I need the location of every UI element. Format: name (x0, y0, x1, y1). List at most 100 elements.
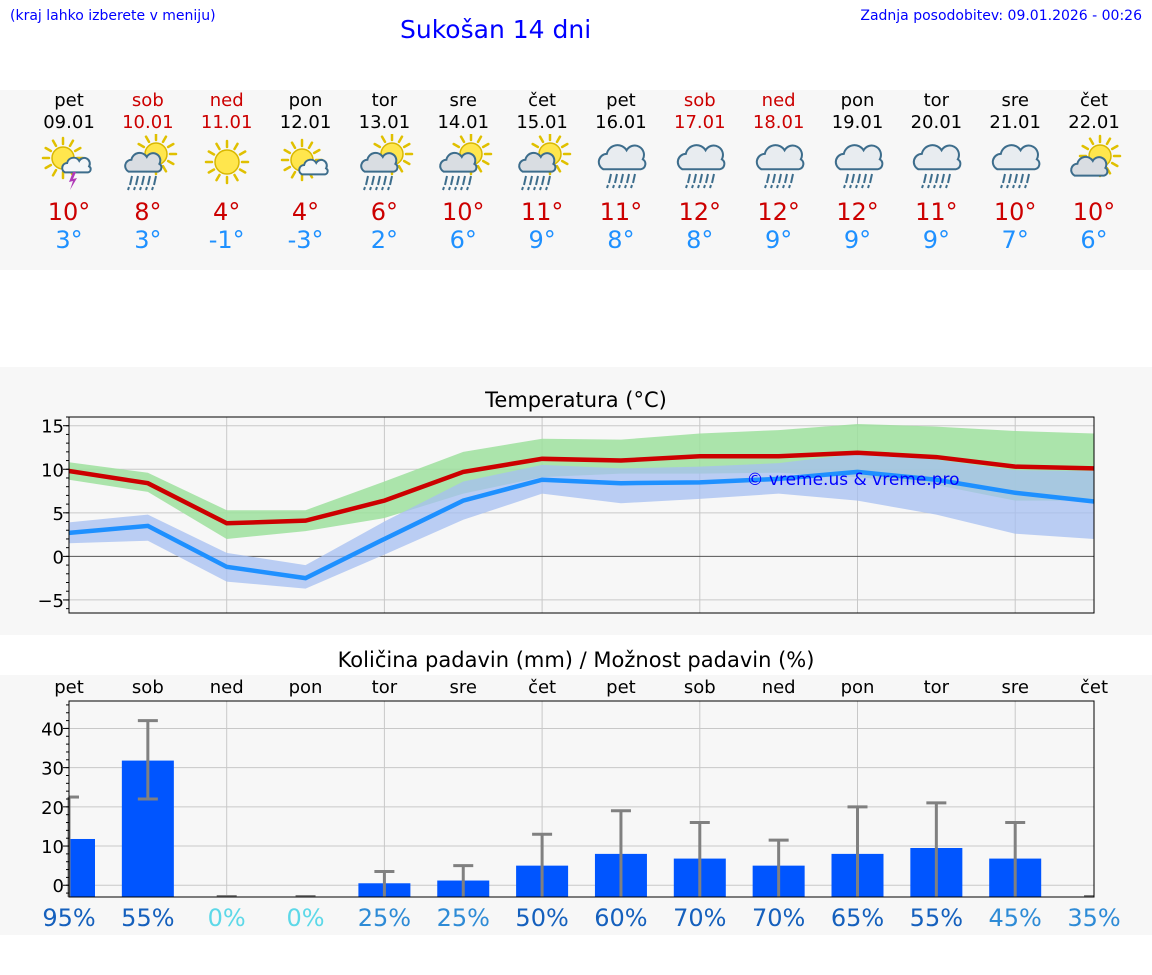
page-title: Sukošan 14 dni (400, 15, 592, 44)
x-tick-label: pon (841, 677, 875, 698)
precip-bar (69, 838, 95, 897)
cloud-rain-icon (913, 144, 962, 189)
sun-cloud-rain-icon (439, 134, 493, 191)
day-name: sob (131, 90, 164, 111)
cloud-rain-icon (834, 144, 883, 189)
min-temp: 3° (134, 226, 162, 254)
day-name: sob (683, 90, 716, 111)
precip-probability: 25% (436, 904, 490, 932)
min-temp: 8° (686, 226, 714, 254)
x-tick-label: sre (1001, 677, 1028, 698)
precip-probability: 65% (830, 904, 885, 932)
y-tick-label: 10 (41, 837, 64, 858)
y-tick-label: 40 (41, 719, 64, 740)
precip-probability: 70% (673, 904, 727, 932)
cloud-rain-icon (676, 144, 726, 189)
x-tick-label: čet (528, 677, 556, 698)
x-tick-label: sob (132, 677, 164, 698)
min-temp: 9° (843, 226, 872, 254)
day-name: pon (288, 90, 323, 111)
max-temp: 6° (370, 198, 399, 226)
max-temp: 8° (134, 198, 162, 226)
x-tick-label: pet (606, 677, 636, 698)
x-tick-label: ned (210, 677, 244, 698)
min-temp: 6° (449, 226, 477, 254)
forecast-band (0, 90, 1152, 270)
max-temp-line (68, 450, 1095, 526)
day-name: tor (371, 90, 398, 111)
precip-probability: 0% (286, 904, 325, 932)
precip-probability: 55% (909, 904, 964, 932)
day-name: čet (528, 90, 557, 111)
x-tick-label: sob (684, 677, 716, 698)
min-temp: 9° (765, 226, 793, 254)
day-name: pet (606, 90, 636, 111)
sun-cloud-rain-icon (360, 134, 414, 191)
sun-cloud-rain-icon (518, 134, 572, 191)
header-hint[interactable]: (kraj lahko izberete v meniju) (10, 8, 216, 24)
precip-probability: 25% (357, 904, 412, 932)
day-name: ned (761, 90, 796, 111)
sun-small-cloud-icon (280, 138, 329, 182)
day-name: čet (1080, 90, 1109, 111)
cloud-rain-icon (755, 144, 804, 189)
day-date: 12.01 (279, 112, 332, 133)
day-date: 09.01 (43, 112, 95, 133)
x-tick-label: čet (1080, 677, 1108, 698)
x-tick-label: ned (762, 677, 796, 698)
y-tick-label: 0 (53, 876, 64, 897)
last-update: Zadnja posodobitev: 09.01.2026 - 00:26 (860, 8, 1142, 24)
max-temp: 11° (520, 198, 564, 226)
watermark: © vreme.us & vreme.pro (746, 470, 959, 490)
day-date: 17.01 (674, 112, 726, 133)
x-tick-label: tor (924, 677, 950, 698)
min-temp: 9° (528, 226, 556, 254)
min-temp: 6° (1080, 226, 1108, 254)
max-temp: 10° (1072, 198, 1116, 226)
max-temp: 4° (291, 198, 320, 226)
day-date: 15.01 (516, 112, 568, 133)
precip-probability: 60% (594, 904, 648, 932)
y-tick-label: 0 (53, 547, 64, 568)
day-name: sre (1001, 90, 1029, 111)
precip-chart: 0 10 20 30 40 pet sob ned pon tor sre čet pet sob ned p… (41, 677, 1108, 898)
day-name: pet (54, 90, 84, 111)
min-temp: 9° (922, 226, 950, 254)
day-name: pon (840, 90, 875, 111)
cloud-rain-icon (597, 144, 647, 189)
day-date: 13.01 (358, 112, 411, 133)
min-temp: 3° (55, 226, 83, 254)
precip-probability: 45% (988, 904, 1042, 932)
x-tick-label: sre (450, 677, 477, 698)
day-date: 14.01 (437, 112, 490, 133)
max-temp: 4° (213, 198, 241, 226)
min-temp: 2° (370, 226, 399, 254)
day-date: 18.01 (752, 112, 805, 133)
y-tick-label: 10 (41, 460, 64, 481)
x-tick-label: tor (372, 677, 398, 698)
y-tick-label: −5 (37, 591, 64, 612)
temperature-chart-title: Temperatura (°C) (485, 388, 667, 412)
max-temp: 12° (757, 198, 800, 226)
y-tick-label: 15 (41, 417, 64, 438)
min-temp: 7° (1001, 226, 1029, 254)
sun-icon (204, 139, 249, 185)
min-temp: 8° (607, 226, 635, 254)
y-tick-label: 30 (41, 759, 64, 780)
x-tick-label: pon (289, 677, 323, 698)
day-name: tor (923, 90, 950, 111)
max-temp: 12° (836, 198, 879, 226)
cloud-rain-icon (992, 144, 1041, 189)
min-temp-band (69, 453, 1095, 589)
precip-probability: 35% (1067, 904, 1121, 932)
precip-probability: 50% (515, 904, 569, 932)
sun-cloud-icon (1070, 134, 1122, 178)
day-name: ned (209, 90, 244, 111)
precip-probability: 70% (751, 904, 806, 932)
max-temp: 10° (993, 198, 1037, 226)
max-temp: 11° (599, 198, 643, 226)
min-temp: -1° (208, 226, 245, 254)
y-tick-label: 20 (41, 798, 64, 819)
max-temp: 10° (47, 198, 91, 226)
day-date: 19.01 (831, 112, 884, 133)
